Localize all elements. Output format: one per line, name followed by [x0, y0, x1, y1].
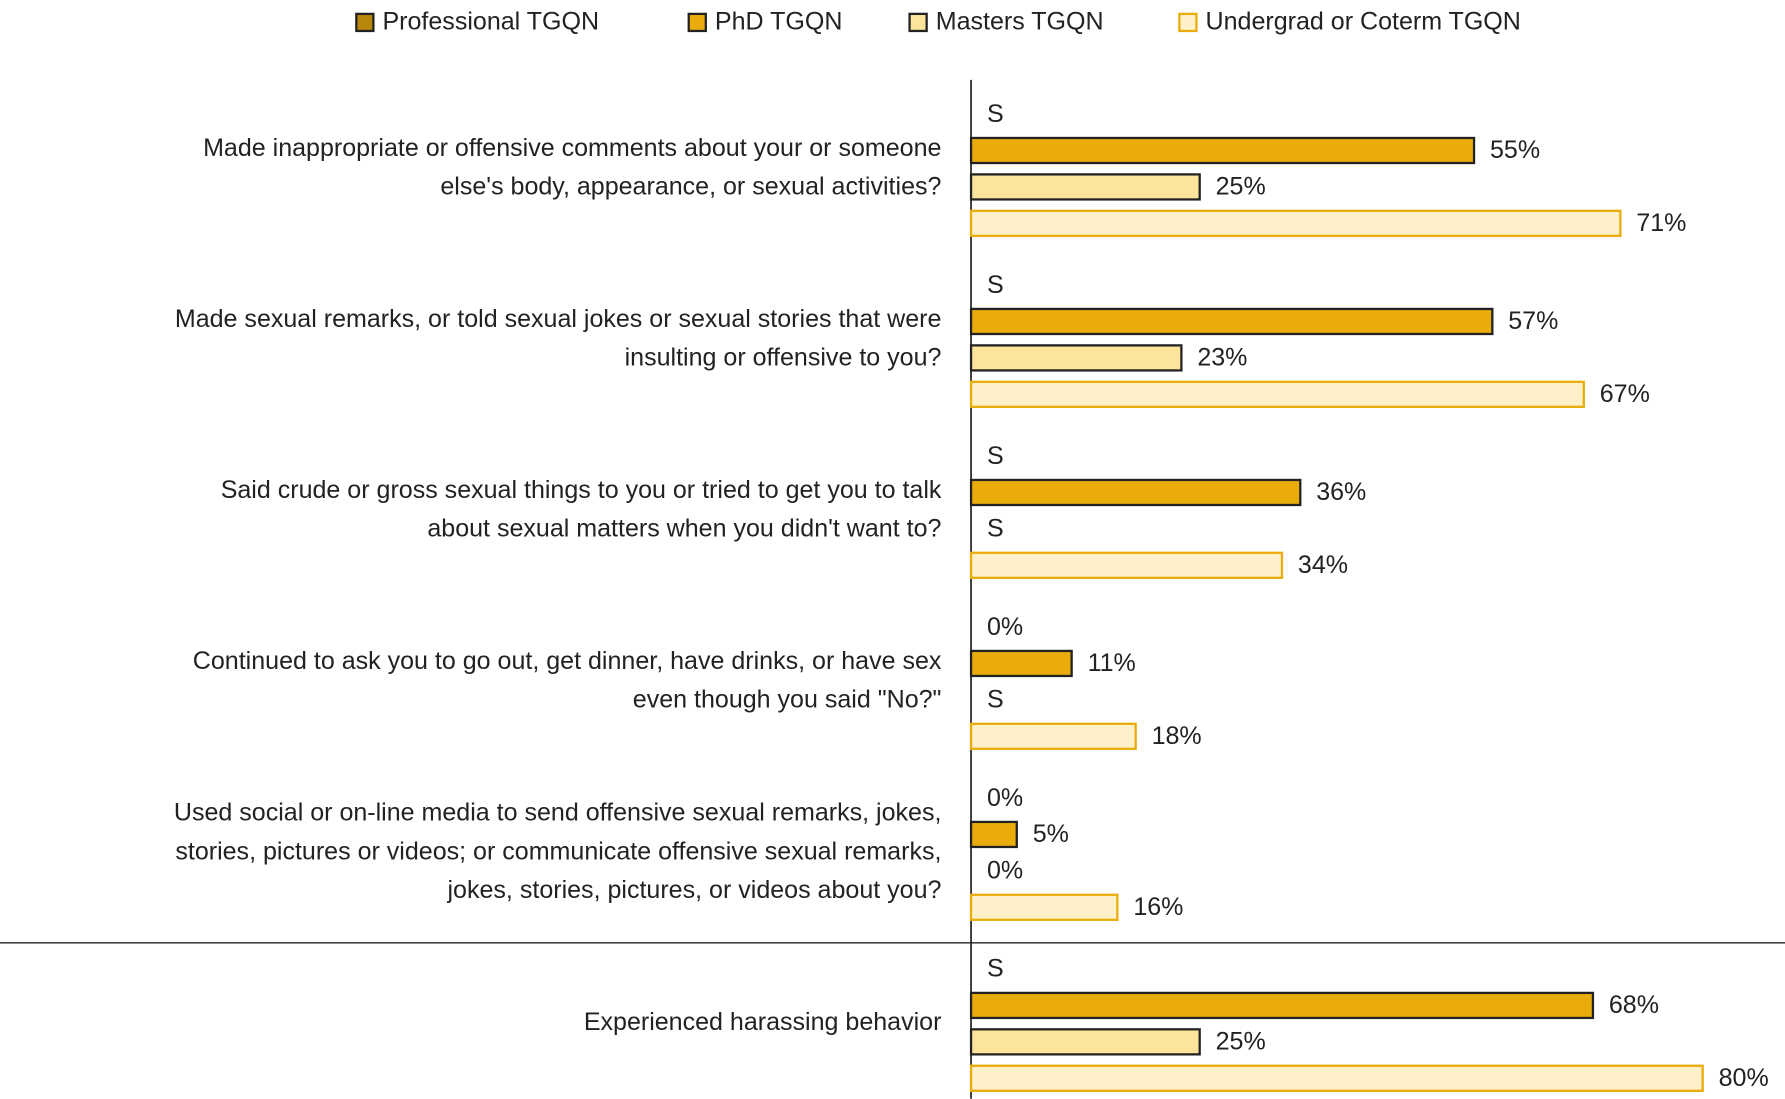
value-label: S [987, 955, 1004, 983]
value-label: 0% [987, 857, 1023, 885]
value-label: 5% [1033, 820, 1069, 848]
category-label: jokes, stories, pictures, or videos abou… [447, 876, 942, 904]
legend-label: Professional TGQN [383, 8, 600, 36]
category-label: insulting or offensive to you? [625, 344, 942, 372]
category-label: Used social or on-line media to send off… [174, 799, 942, 827]
value-label: 11% [1088, 649, 1136, 677]
legend-swatch [355, 12, 375, 33]
category-label: even though you said "No?" [633, 686, 942, 714]
bar [969, 1028, 1201, 1056]
value-label: 68% [1609, 991, 1659, 1019]
value-label: 16% [1133, 893, 1183, 921]
value-label: 25% [1216, 173, 1266, 201]
bar [969, 649, 1073, 678]
category-label: Continued to ask you to go out, get dinn… [193, 647, 942, 675]
bar [969, 893, 1119, 921]
bar [969, 478, 1302, 507]
legend-swatch [1178, 12, 1198, 33]
bar [969, 991, 1595, 1020]
legend-swatch [687, 12, 707, 33]
legend-label: PhD TGQN [715, 8, 843, 36]
bar [969, 1064, 1704, 1092]
bar [969, 209, 1622, 238]
value-label: 0% [987, 613, 1023, 641]
category-label: Made sexual remarks, or told sexual joke… [175, 305, 942, 333]
value-label: S [987, 515, 1004, 543]
category-label: about sexual matters when you didn't wan… [427, 515, 941, 543]
legend-label: Undergrad or Coterm TGQN [1206, 8, 1521, 36]
value-label: 57% [1508, 307, 1558, 335]
legend-swatch [908, 12, 928, 33]
value-label: S [987, 271, 1004, 299]
bar [969, 820, 1018, 849]
value-label: 0% [987, 784, 1023, 812]
category-label: else's body, appearance, or sexual activ… [440, 173, 941, 201]
value-label: 55% [1490, 136, 1540, 164]
bar [969, 136, 1476, 165]
bar [969, 551, 1284, 579]
value-label: S [987, 686, 1004, 714]
category-label: stories, pictures or videos; or communic… [175, 837, 941, 865]
value-label: S [987, 442, 1004, 470]
legend-label: Masters TGQN [936, 8, 1104, 36]
bar [969, 344, 1183, 372]
value-label: 25% [1216, 1028, 1266, 1056]
category-label: Made inappropriate or offensive comments… [203, 134, 941, 162]
value-label: 71% [1636, 209, 1686, 237]
bar [969, 380, 1585, 408]
bar [969, 722, 1137, 750]
category-label: Said crude or gross sexual things to you… [221, 476, 942, 504]
value-label: 67% [1600, 380, 1650, 408]
bar [969, 307, 1494, 336]
value-label: 34% [1298, 551, 1348, 579]
value-label: S [987, 100, 1004, 128]
category-label: Experienced harassing behavior [584, 1008, 942, 1036]
value-label: 36% [1316, 478, 1366, 506]
bar [969, 173, 1201, 201]
value-label: 18% [1152, 722, 1202, 750]
value-label: 80% [1719, 1064, 1769, 1092]
value-label: 23% [1197, 344, 1247, 372]
